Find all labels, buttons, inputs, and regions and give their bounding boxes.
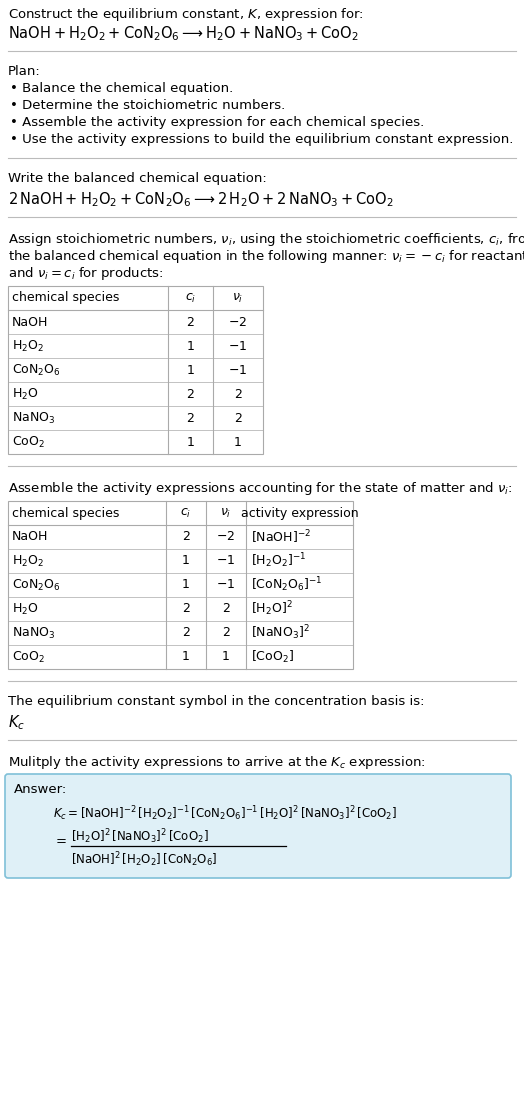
Text: 1: 1 [182, 578, 190, 591]
Text: $\mathrm{H_2O_2}$: $\mathrm{H_2O_2}$ [12, 554, 44, 568]
Text: The equilibrium constant symbol in the concentration basis is:: The equilibrium constant symbol in the c… [8, 695, 424, 708]
Text: $=$: $=$ [53, 833, 67, 846]
Text: $\mathrm{NaNO_3}$: $\mathrm{NaNO_3}$ [12, 625, 55, 641]
Text: Write the balanced chemical equation:: Write the balanced chemical equation: [8, 173, 267, 185]
Text: $-2$: $-2$ [228, 315, 247, 329]
Text: $-2$: $-2$ [216, 531, 236, 544]
Text: 1: 1 [187, 364, 194, 377]
Text: 1: 1 [182, 555, 190, 567]
Text: Plan:: Plan: [8, 65, 41, 78]
Text: $[\mathrm{NaOH}]^{-2}$: $[\mathrm{NaOH}]^{-2}$ [251, 529, 311, 546]
Text: • Use the activity expressions to build the equilibrium constant expression.: • Use the activity expressions to build … [10, 133, 514, 146]
Text: chemical species: chemical species [12, 507, 119, 520]
Text: and $\nu_i = c_i$ for products:: and $\nu_i = c_i$ for products: [8, 265, 163, 282]
Text: 2: 2 [222, 602, 230, 615]
Text: $K_c$: $K_c$ [8, 713, 25, 732]
Text: NaOH: NaOH [12, 315, 48, 329]
Text: 1: 1 [222, 651, 230, 664]
Text: $\mathrm{CoO_2}$: $\mathrm{CoO_2}$ [12, 650, 45, 665]
Text: activity expression: activity expression [241, 507, 358, 520]
Text: chemical species: chemical species [12, 291, 119, 304]
Text: • Determine the stoichiometric numbers.: • Determine the stoichiometric numbers. [10, 99, 285, 112]
Bar [8, 286, 263, 454]
Text: 2: 2 [182, 531, 190, 544]
Text: $\mathrm{H_2O_2}$: $\mathrm{H_2O_2}$ [12, 338, 44, 354]
Text: 2: 2 [182, 602, 190, 615]
Text: • Balance the chemical equation.: • Balance the chemical equation. [10, 82, 233, 95]
Text: $\nu_i$: $\nu_i$ [232, 291, 244, 304]
Text: $\mathrm{NaOH} + \mathrm{H_2O_2} + \mathrm{CoN_2O_6} \longrightarrow \mathrm{H_2: $\mathrm{NaOH} + \mathrm{H_2O_2} + \math… [8, 24, 359, 43]
Text: $[\mathrm{NaNO_3}]^2$: $[\mathrm{NaNO_3}]^2$ [251, 623, 310, 642]
Text: $[\mathrm{H_2O_2}]^{-1}$: $[\mathrm{H_2O_2}]^{-1}$ [251, 552, 306, 570]
Text: 1: 1 [182, 651, 190, 664]
Text: $\mathrm{NaNO_3}$: $\mathrm{NaNO_3}$ [12, 410, 55, 425]
Text: $\mathrm{CoN_2O_6}$: $\mathrm{CoN_2O_6}$ [12, 577, 61, 592]
Text: 1: 1 [187, 435, 194, 448]
Text: Mulitply the activity expressions to arrive at the $K_c$ expression:: Mulitply the activity expressions to arr… [8, 754, 426, 771]
Text: 2: 2 [187, 411, 194, 424]
Text: 1: 1 [234, 435, 242, 448]
Text: $-1$: $-1$ [216, 555, 236, 567]
Text: $c_i$: $c_i$ [185, 291, 196, 304]
Text: $[\mathrm{CoN_2O_6}]^{-1}$: $[\mathrm{CoN_2O_6}]^{-1}$ [251, 576, 323, 595]
Text: $c_i$: $c_i$ [180, 507, 192, 520]
Text: $[\mathrm{NaOH}]^2\,[\mathrm{H_2O_2}]\,[\mathrm{CoN_2O_6}]$: $[\mathrm{NaOH}]^2\,[\mathrm{H_2O_2}]\,[… [71, 850, 217, 868]
Bar [8, 501, 353, 669]
Text: $[\mathrm{H_2O}]^2$: $[\mathrm{H_2O}]^2$ [251, 600, 293, 619]
Text: $[\mathrm{CoO_2}]$: $[\mathrm{CoO_2}]$ [251, 648, 294, 665]
Text: 2: 2 [222, 626, 230, 640]
Text: $\mathrm{H_2O}$: $\mathrm{H_2O}$ [12, 387, 39, 401]
Text: $[\mathrm{H_2O}]^2\,[\mathrm{NaNO_3}]^2\,[\mathrm{CoO_2}]$: $[\mathrm{H_2O}]^2\,[\mathrm{NaNO_3}]^2\… [71, 828, 209, 846]
Text: 2: 2 [187, 388, 194, 400]
Text: $\nu_i$: $\nu_i$ [220, 507, 232, 520]
Text: $-1$: $-1$ [228, 364, 248, 377]
FancyBboxPatch shape [5, 774, 511, 878]
Text: $\mathrm{CoN_2O_6}$: $\mathrm{CoN_2O_6}$ [12, 363, 61, 378]
Text: Assign stoichiometric numbers, $\nu_i$, using the stoichiometric coefficients, $: Assign stoichiometric numbers, $\nu_i$, … [8, 231, 524, 248]
Text: $-1$: $-1$ [228, 340, 248, 353]
Text: $\mathrm{H_2O}$: $\mathrm{H_2O}$ [12, 601, 39, 617]
Text: NaOH: NaOH [12, 531, 48, 544]
Text: 1: 1 [187, 340, 194, 353]
Text: Assemble the activity expressions accounting for the state of matter and $\nu_i$: Assemble the activity expressions accoun… [8, 480, 512, 497]
Text: 2: 2 [182, 626, 190, 640]
Text: Answer:: Answer: [14, 782, 67, 796]
Text: 2: 2 [234, 411, 242, 424]
Text: • Assemble the activity expression for each chemical species.: • Assemble the activity expression for e… [10, 116, 424, 129]
Text: 2: 2 [187, 315, 194, 329]
Text: 2: 2 [234, 388, 242, 400]
Text: the balanced chemical equation in the following manner: $\nu_i = -c_i$ for react: the balanced chemical equation in the fo… [8, 248, 524, 265]
Text: $-1$: $-1$ [216, 578, 236, 591]
Text: $K_c = [\mathrm{NaOH}]^{-2}\,[\mathrm{H_2O_2}]^{-1}\,[\mathrm{CoN_2O_6}]^{-1}\,[: $K_c = [\mathrm{NaOH}]^{-2}\,[\mathrm{H_… [53, 804, 397, 823]
Text: $2\,\mathrm{NaOH} + \mathrm{H_2O_2} + \mathrm{CoN_2O_6} \longrightarrow 2\,\math: $2\,\mathrm{NaOH} + \mathrm{H_2O_2} + \m… [8, 190, 394, 209]
Text: Construct the equilibrium constant, $K$, expression for:: Construct the equilibrium constant, $K$,… [8, 5, 364, 23]
Text: $\mathrm{CoO_2}$: $\mathrm{CoO_2}$ [12, 434, 45, 449]
